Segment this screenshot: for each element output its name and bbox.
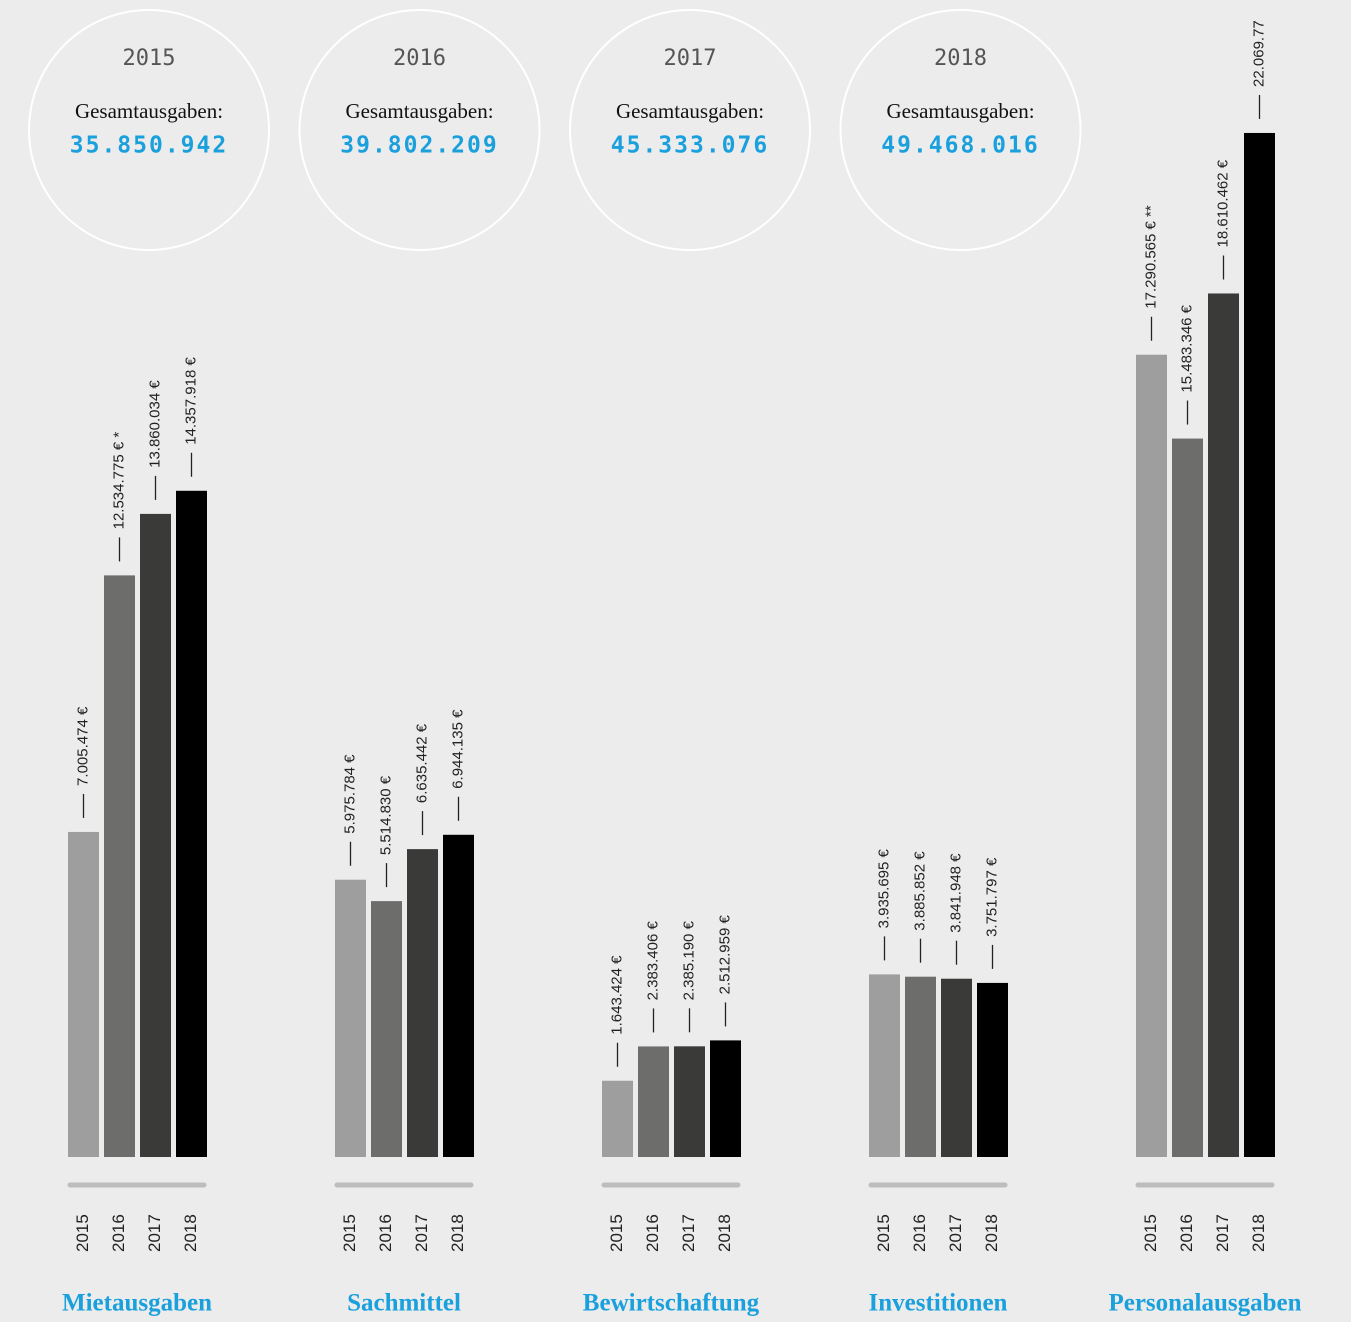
total-label: Gesamtausgaben: [75, 99, 223, 123]
total-year: 2017 [664, 46, 717, 71]
year-label: 2016 [910, 1214, 929, 1252]
year-label: 2016 [1177, 1214, 1196, 1252]
value-label: 3.841.948 € [947, 853, 964, 933]
total-circle [839, 9, 1082, 251]
total-label: Gesamtausgaben: [345, 99, 493, 123]
year-label: 2015 [607, 1214, 626, 1252]
value-label: 2.512.959 € [716, 915, 733, 995]
value-label: 3.885.852 € [911, 851, 928, 931]
bar [104, 575, 135, 1157]
bar [869, 974, 900, 1157]
value-label: 6.635.442 € [413, 723, 430, 803]
bar [710, 1040, 741, 1157]
year-label: 2016 [643, 1214, 662, 1252]
value-label: 2.383.406 € [644, 921, 661, 1001]
total-label: Gesamtausgaben: [616, 99, 764, 123]
bar [371, 901, 402, 1157]
bar [674, 1046, 705, 1157]
value-label: 22.069.77 [1250, 20, 1267, 87]
category-label: Mietausgaben [62, 1290, 212, 1317]
total-label: Gesamtausgaben: [886, 99, 1034, 123]
total-year: 2015 [123, 46, 176, 71]
bar [1208, 293, 1239, 1157]
year-label: 2015 [1141, 1214, 1160, 1252]
bar [443, 834, 474, 1157]
year-label: 2017 [145, 1214, 164, 1252]
year-label: 2018 [1249, 1214, 1268, 1252]
bar [638, 1046, 669, 1157]
value-label: 5.975.784 € [341, 754, 358, 834]
year-label: 2017 [946, 1214, 965, 1252]
bar [941, 978, 972, 1157]
year-label: 2018 [181, 1214, 200, 1252]
value-label: 13.860.034 € [146, 380, 163, 468]
total-value: 49.468.016 [881, 133, 1039, 159]
value-label: 7.005.474 € [74, 706, 91, 786]
total-circle [569, 9, 811, 251]
category-label: Investitionen [869, 1290, 1008, 1317]
value-label: 3.751.797 € [983, 857, 1000, 937]
bar [176, 490, 207, 1157]
bar [1244, 132, 1275, 1158]
value-label: 15.483.346 € [1178, 304, 1195, 392]
total-circle [28, 9, 270, 251]
year-label: 2017 [412, 1214, 431, 1252]
bar [1172, 438, 1203, 1157]
total-value: 35.850.942 [70, 133, 228, 159]
category-label: Bewirtschaftung [583, 1290, 760, 1317]
value-label: 18.610.462 € [1214, 159, 1231, 247]
category-label: Personalausgaben [1108, 1290, 1301, 1317]
bar [68, 831, 99, 1157]
value-label: 17.290.565 € ** [1142, 205, 1159, 309]
year-label: 2017 [1213, 1214, 1232, 1252]
value-label: 1.643.424 € [608, 955, 625, 1035]
year-label: 2015 [73, 1214, 92, 1252]
bar [335, 879, 366, 1157]
value-label: 5.514.830 € [377, 775, 394, 855]
year-label: 2016 [376, 1214, 395, 1252]
category-label: Sachmittel [347, 1290, 461, 1317]
total-year: 2018 [934, 46, 987, 71]
year-label: 2018 [448, 1214, 467, 1252]
total-value: 39.802.209 [340, 133, 498, 159]
year-label: 2015 [874, 1214, 893, 1252]
total-value: 45.333.076 [611, 133, 769, 159]
bar [1136, 354, 1167, 1157]
total-year: 2016 [393, 46, 446, 71]
year-label: 2017 [679, 1214, 698, 1252]
value-label: 6.944.135 € [449, 709, 466, 789]
value-label: 2.385.190 € [680, 920, 697, 1000]
value-label: 12.534.775 € * [110, 432, 127, 530]
bar [407, 849, 438, 1157]
value-label: 14.357.918 € [182, 357, 199, 445]
year-label: 2018 [715, 1214, 734, 1252]
bar [905, 976, 936, 1157]
bar [602, 1080, 633, 1157]
bar [977, 982, 1008, 1157]
total-circle [298, 9, 541, 251]
year-label: 2016 [109, 1214, 128, 1252]
year-label: 2015 [340, 1214, 359, 1252]
value-label: 3.935.695 € [875, 848, 892, 928]
year-label: 2018 [982, 1214, 1001, 1252]
bar [140, 513, 171, 1157]
